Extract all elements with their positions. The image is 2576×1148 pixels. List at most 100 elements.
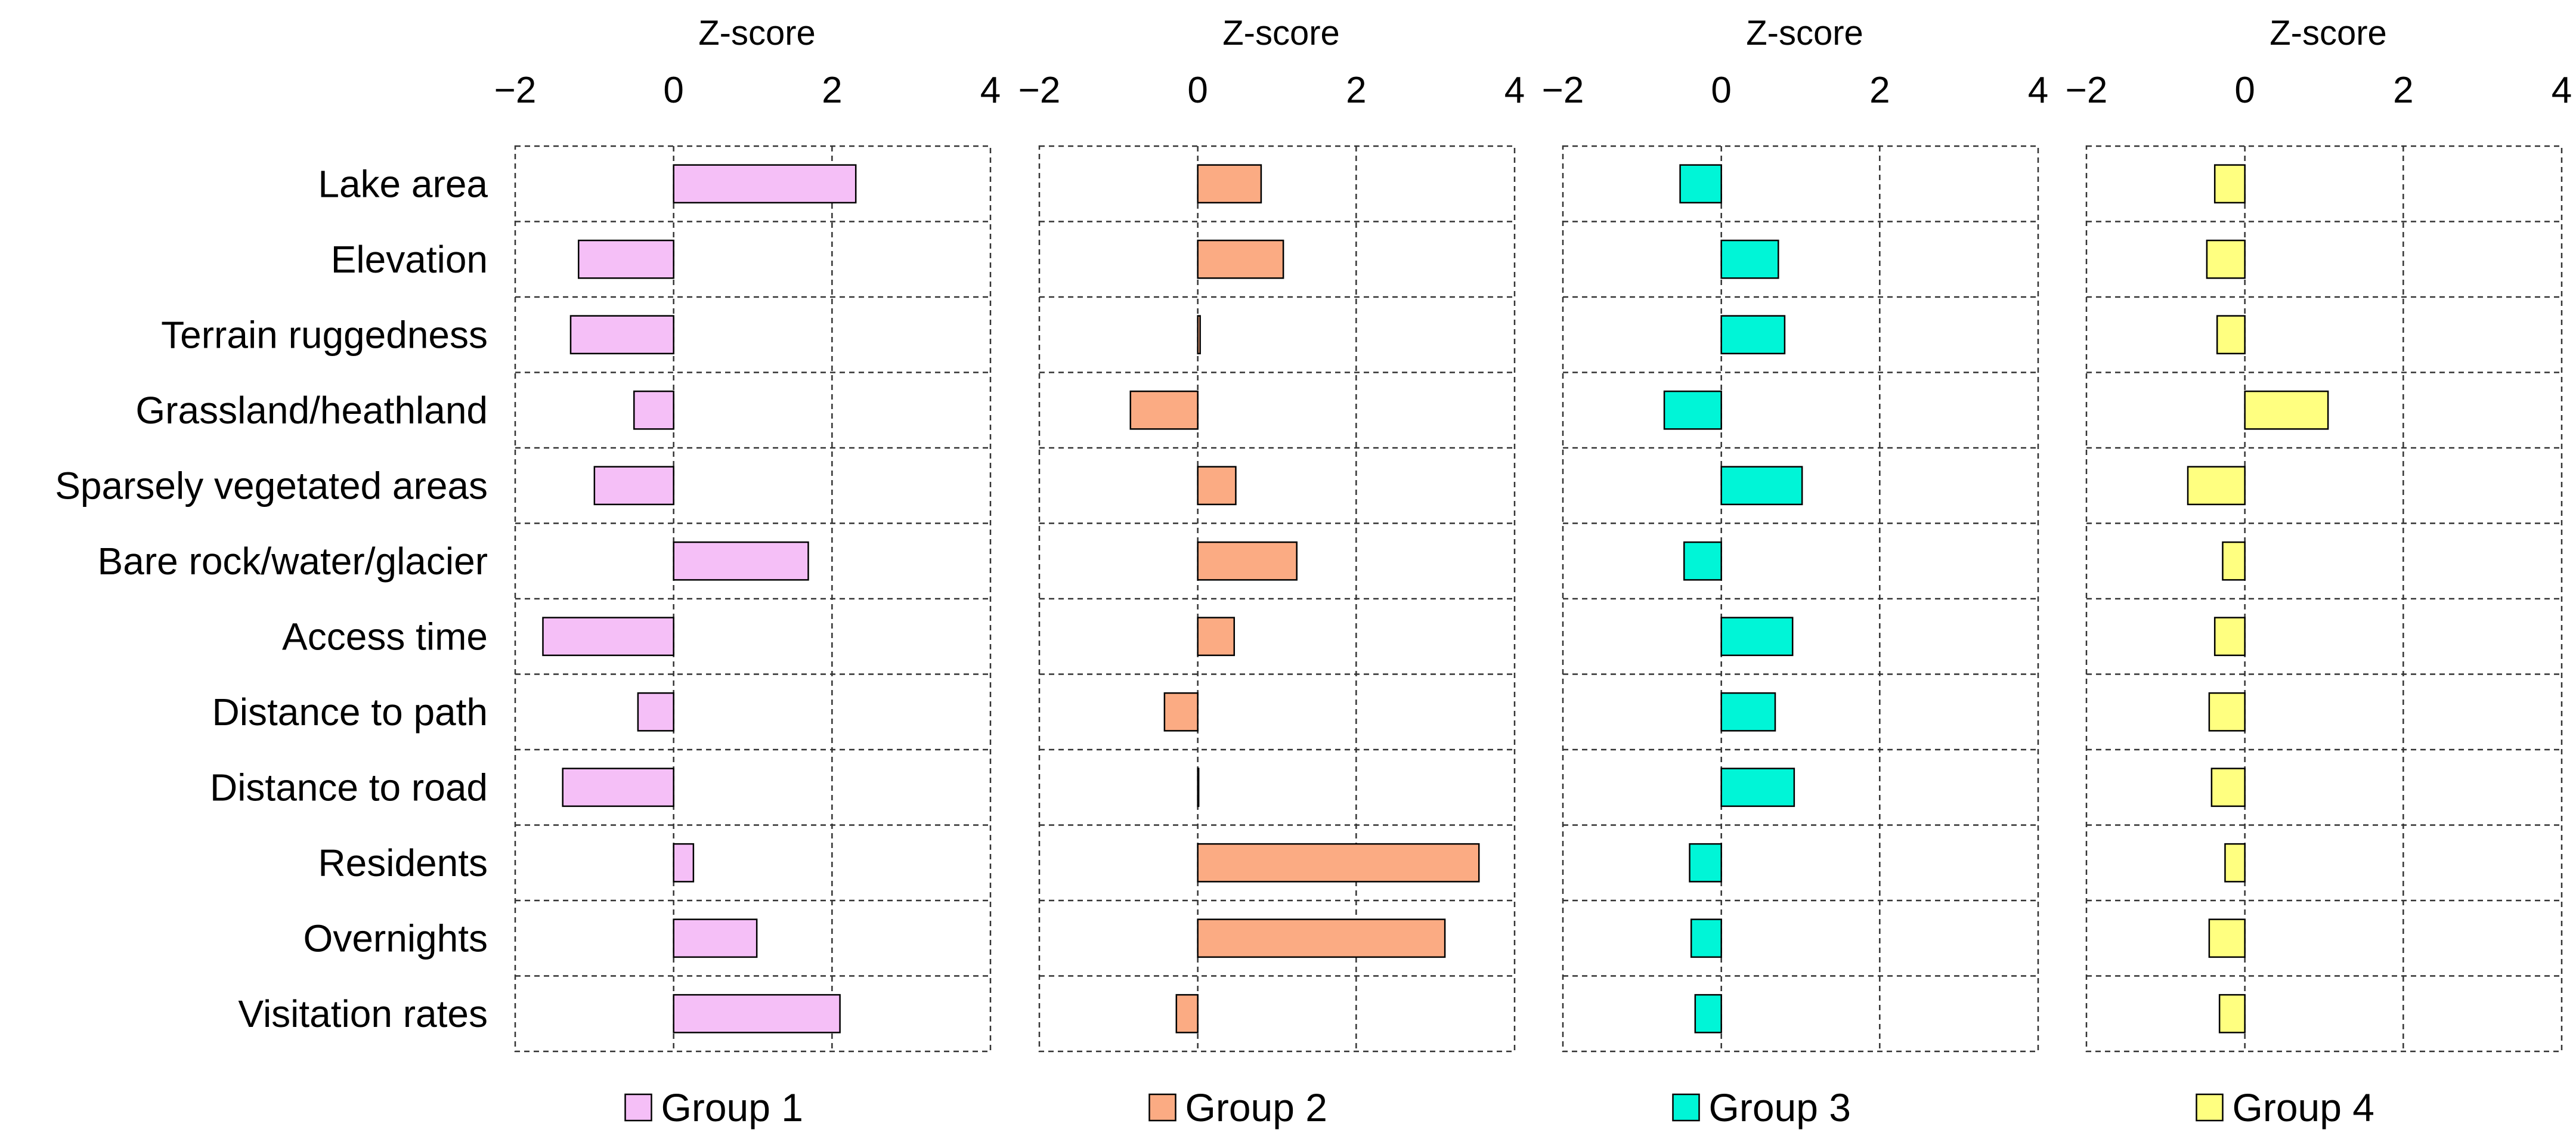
bar [673, 164, 857, 204]
bar [2210, 768, 2246, 807]
category-label: Sparsely vegetated areas [55, 464, 488, 507]
panel-frame [1562, 145, 2039, 1053]
x-tick-label: 2 [1346, 70, 1366, 111]
category-label: Distance to road [210, 766, 488, 809]
category-label: Visitation rates [238, 992, 488, 1035]
panel-frame [514, 145, 992, 1053]
legend-swatch [1148, 1093, 1176, 1122]
bar [1683, 541, 1722, 581]
bar [1720, 239, 1779, 279]
category-label: Grassland/heathland [135, 389, 488, 432]
category-label: Terrain ruggedness [161, 313, 488, 356]
bar [1129, 390, 1199, 430]
x-tick-label: 4 [980, 70, 1001, 111]
bar [1689, 843, 1722, 883]
bar [1720, 692, 1776, 732]
x-tick-label: −2 [1018, 70, 1061, 111]
bar [578, 239, 674, 279]
bar [1720, 768, 1795, 807]
legend-swatch [624, 1093, 652, 1122]
legend-swatch [2196, 1093, 2224, 1122]
category-label: Distance to path [212, 691, 488, 734]
bar [1663, 390, 1722, 430]
panel-group-4: Z-score −2 0 2 4 [2066, 14, 2572, 1053]
bar [1694, 994, 1722, 1033]
bar [2187, 466, 2246, 506]
panel-group-3: Z-score −2 0 2 4 [1542, 14, 2048, 1053]
legend-label: Group 4 [2233, 1085, 2374, 1130]
bar [2216, 315, 2246, 355]
legend-label: Group 2 [1185, 1085, 1327, 1130]
bar [1163, 692, 1199, 732]
x-tick-label: 0 [1711, 70, 1731, 111]
x-tick-label: −2 [494, 70, 537, 111]
bar [1720, 617, 1794, 657]
category-label: Bare rock/water/glacier [98, 540, 488, 583]
bar [1197, 466, 1237, 506]
x-tick-label: 2 [1869, 70, 1890, 111]
bar [2224, 843, 2246, 883]
x-tick-label: 2 [2393, 70, 2413, 111]
bar [1197, 617, 1236, 657]
bar [637, 692, 674, 732]
axis-title: Z-score [1746, 14, 1863, 52]
category-label: Elevation [331, 238, 488, 281]
bar [569, 315, 674, 355]
x-tick-label: 4 [2028, 70, 2048, 111]
bar [673, 918, 758, 958]
bar [2213, 617, 2246, 657]
bar [1197, 768, 1200, 807]
bar [1197, 541, 1298, 581]
axis-title: Z-score [2270, 14, 2387, 52]
bar [562, 768, 674, 807]
x-tick-label: −2 [1542, 70, 1584, 111]
bar [673, 843, 695, 883]
legend-swatch [1672, 1093, 1700, 1122]
x-tick-label: 0 [2234, 70, 2255, 111]
category-label: Lake area [318, 162, 488, 205]
panel-frame [2085, 145, 2563, 1053]
bar [2218, 994, 2246, 1033]
bar [2244, 390, 2329, 430]
category-label: Residents [318, 841, 488, 884]
axis-title: Z-score [698, 14, 816, 52]
category-label: Access time [282, 615, 488, 658]
legend: Group 1 Group 2 Group 3 Group 4 [624, 1085, 2374, 1130]
legend-label: Group 3 [1709, 1085, 1851, 1130]
legend-label: Group 1 [661, 1085, 803, 1130]
panel-group-1: Z-score −2 0 2 4 [494, 14, 1001, 1053]
bar [2208, 692, 2246, 732]
bar [673, 994, 841, 1033]
axis-title: Z-score [1222, 14, 1340, 52]
x-tick-label: 0 [1187, 70, 1208, 111]
bar [1175, 994, 1199, 1033]
x-tick-label: −2 [2066, 70, 2108, 111]
x-tick-label: 4 [2552, 70, 2572, 111]
category-labels: Lake area Elevation Terrain ruggedness Gras… [55, 162, 488, 1035]
bar [1197, 918, 1446, 958]
bar [593, 466, 674, 506]
bar [542, 617, 674, 657]
bar [1690, 918, 1722, 958]
bar [1197, 164, 1262, 204]
chart-panels: Z-score−2 0 2 4Z-score−2 0 2 4Z-score−2 0 2 4Z-sc… [494, 14, 2572, 1053]
x-tick-label: 4 [1504, 70, 1525, 111]
bar [1197, 239, 1284, 279]
bar [1197, 315, 1201, 355]
x-tick-label: 0 [663, 70, 683, 111]
x-tick-label: 2 [822, 70, 842, 111]
bar [673, 541, 809, 581]
category-label: Overnights [304, 917, 488, 960]
bar [2222, 541, 2246, 581]
bar [1720, 466, 1803, 506]
bar [2213, 164, 2246, 204]
bar [2208, 918, 2246, 958]
bar [2206, 239, 2246, 279]
bar [1197, 843, 1480, 883]
bar [1720, 315, 1786, 355]
panel-group-2: Z-score −2 0 2 4 [1018, 14, 1525, 1053]
bar [1679, 164, 1722, 204]
bar [633, 390, 674, 430]
panel-frame [1038, 145, 1516, 1053]
